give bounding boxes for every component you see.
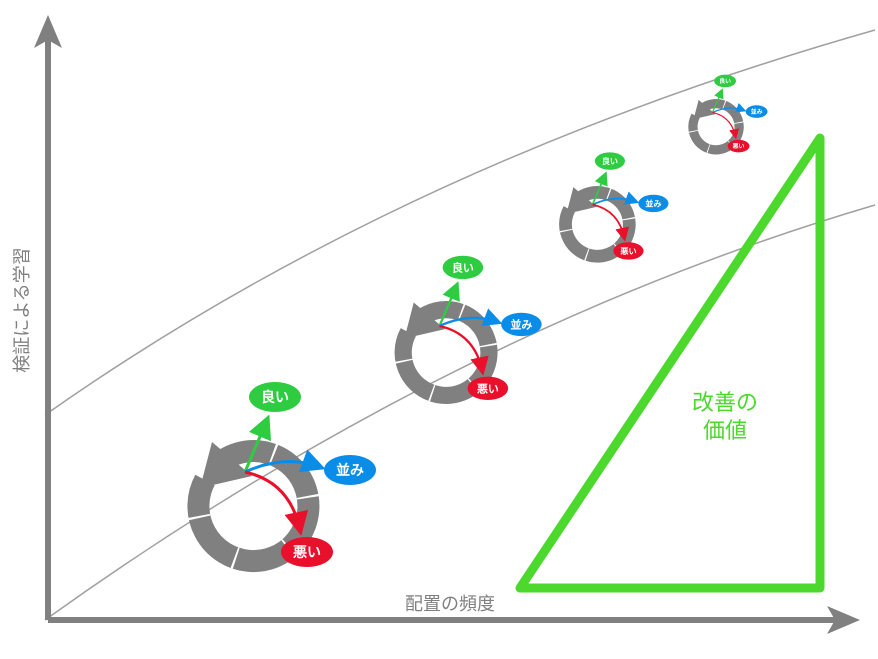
cycle-group: 良い並み悪い — [403, 256, 542, 400]
good-badge-label: 良い — [452, 260, 474, 274]
y-axis-label: 検証による学習 — [12, 247, 32, 372]
bad-badge-label: 悪い — [620, 247, 636, 256]
diagonal-guides — [45, 30, 875, 620]
normal-badge-label: 並み — [336, 462, 364, 478]
improvement-triangle: 改善の 価値 — [520, 138, 820, 588]
good-badge-label: 良い — [261, 389, 289, 405]
x-axis-label: 配置の頻度 — [405, 594, 495, 614]
bad-badge-label: 悪い — [293, 544, 321, 560]
triangle-label-2: 価値 — [703, 418, 747, 443]
diagram-canvas: 検証による学習 配置の頻度 改善の 価値 良い並み悪い良い並み悪い良い並み悪い良… — [0, 0, 878, 659]
cycle-group: 良い並み悪い — [693, 75, 768, 153]
cycle-group: 良い並み悪い — [565, 152, 668, 259]
triangle-label-1: 改善の — [692, 390, 758, 415]
good-badge-label: 良い — [602, 156, 618, 166]
cycle-group: 良い並み悪い — [198, 382, 376, 567]
normal-badge-label: 並み — [510, 317, 532, 331]
bad-badge-label: 悪い — [477, 382, 499, 395]
cycles-container: 良い並み悪い良い並み悪い良い並み悪い良い並み悪い — [198, 75, 767, 567]
normal-badge-label: 並み — [645, 198, 661, 208]
